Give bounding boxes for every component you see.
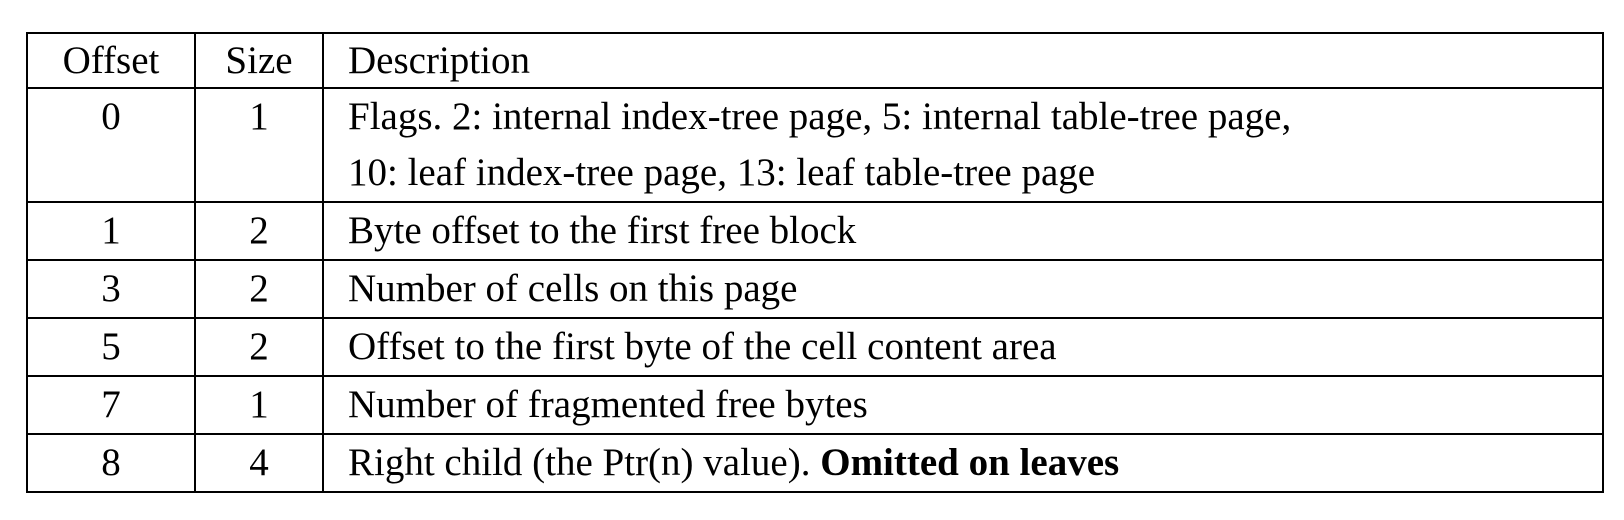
header-row: Offset Size Description: [26, 32, 1604, 89]
description-cell: Flags. 2: internal index-tree page, 5: i…: [322, 87, 1604, 203]
page-header-table: Offset Size Description 0 1 Flags. 2: in…: [26, 32, 1604, 493]
description-cell: Number of cells on this page: [322, 259, 1604, 319]
table-row: 8 4 Right child (the Ptr(n) value). Omit…: [26, 433, 1604, 493]
offset-cell: 1: [26, 201, 196, 261]
description-line: 10: leaf index-tree page, 13: leaf table…: [348, 151, 1096, 194]
table-row: 7 1 Number of fragmented free bytes: [26, 375, 1604, 435]
description-line: Flags. 2: internal index-tree page, 5: i…: [348, 95, 1292, 138]
size-cell: 2: [194, 317, 324, 377]
size-cell: 1: [194, 87, 324, 203]
size-cell: 4: [194, 433, 324, 493]
offset-cell: 3: [26, 259, 196, 319]
description-cell: Number of fragmented free bytes: [322, 375, 1604, 435]
size-cell: 2: [194, 201, 324, 261]
table-row: 0 1 Flags. 2: internal index-tree page, …: [26, 87, 1604, 203]
offset-cell: 7: [26, 375, 196, 435]
description-text: Right child (the Ptr(n) value).: [348, 441, 811, 484]
table-row: 5 2 Offset to the first byte of the cell…: [26, 317, 1604, 377]
column-header-offset: Offset: [26, 32, 196, 89]
description-cell: Offset to the first byte of the cell con…: [322, 317, 1604, 377]
offset-cell: 0: [26, 87, 196, 203]
column-header-size: Size: [194, 32, 324, 89]
column-header-description: Description: [322, 32, 1604, 89]
table-row: 1 2 Byte offset to the first free block: [26, 201, 1604, 261]
description-bold-note: Omitted on leaves: [820, 441, 1120, 484]
table-row: 3 2 Number of cells on this page: [26, 259, 1604, 319]
offset-cell: 8: [26, 433, 196, 493]
size-cell: 2: [194, 259, 324, 319]
offset-cell: 5: [26, 317, 196, 377]
description-cell: Byte offset to the first free block: [322, 201, 1604, 261]
size-cell: 1: [194, 375, 324, 435]
description-cell: Right child (the Ptr(n) value). Omitted …: [322, 433, 1604, 493]
